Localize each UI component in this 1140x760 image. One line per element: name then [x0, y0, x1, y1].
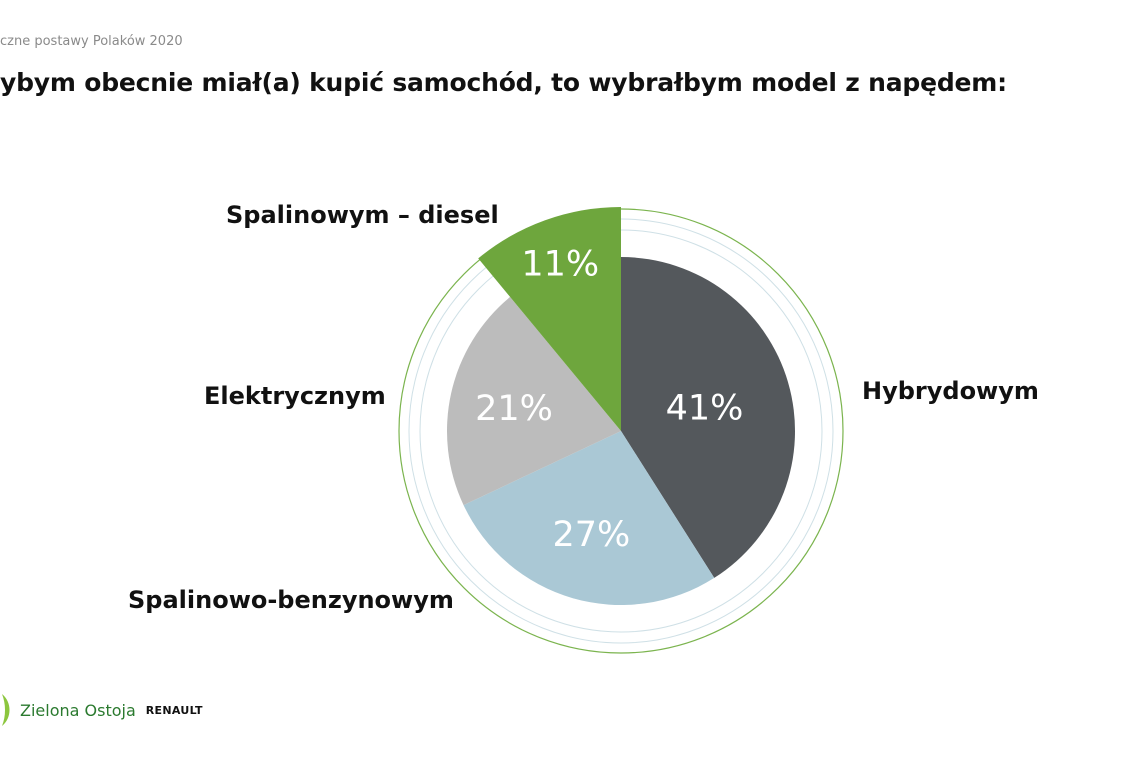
- pie-value-labels: 41% 27% 21% 11%: [475, 244, 743, 555]
- value-label-4: 11%: [521, 244, 599, 284]
- category-label-2: Spalinowo-benzynowym: [128, 586, 454, 614]
- brand-name: Zielona Ostoja: [20, 700, 136, 720]
- category-label-4: Spalinowym – diesel: [226, 201, 499, 229]
- footer: Zielona Ostoja RENAULT: [0, 692, 203, 728]
- value-label-3: 21%: [475, 389, 553, 429]
- value-label-1: 41%: [666, 389, 744, 429]
- pie-category-labels: Hybrydowym Spalinowo-benzynowym Elektryczn…: [128, 201, 1039, 614]
- leaf-logo-icon: [2, 694, 10, 726]
- chart-title: ybym obecnie miał(a) kupić samochód, to …: [0, 68, 1007, 97]
- category-label-1: Hybrydowym: [862, 377, 1039, 405]
- pie-slice-4: [478, 207, 621, 431]
- value-label-2: 27%: [552, 515, 630, 555]
- report-subtitle: czne postawy Polaków 2020: [0, 34, 183, 49]
- pie-slice-2: [463, 431, 715, 606]
- pie-slice-3: [447, 296, 621, 506]
- pie-slice-1: [621, 257, 796, 578]
- category-label-3: Elektrycznym: [204, 382, 386, 410]
- pie-slices: [447, 207, 796, 606]
- partner-name: RENAULT: [145, 703, 203, 717]
